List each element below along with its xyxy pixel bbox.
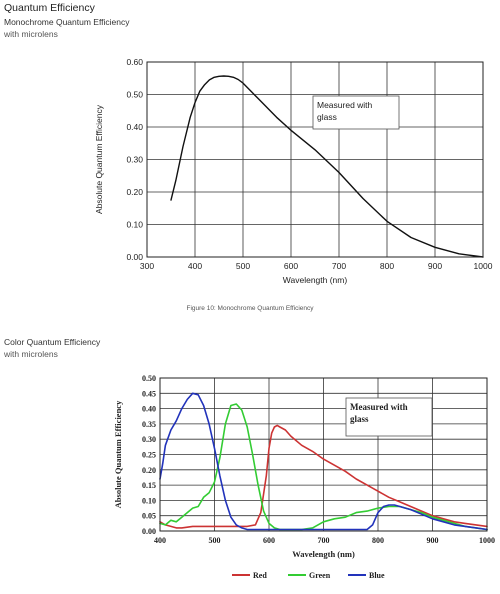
- x-tick-label: 300: [140, 261, 154, 271]
- mono-y-tick-labels: 0.00 0.10 0.20 0.30 0.40 0.50 0.60: [126, 57, 143, 262]
- y-tick-label: 0.20: [142, 466, 156, 475]
- x-tick-label: 600: [284, 261, 298, 271]
- y-tick-label: 0.60: [126, 57, 143, 67]
- legend-label-green: Green: [309, 571, 331, 580]
- mono-plot-frame: [146, 61, 484, 258]
- mono-grid: [146, 61, 484, 258]
- y-tick-label: 0.40: [142, 405, 156, 414]
- series-line-red: [159, 424, 488, 529]
- legend-label-blue: Blue: [369, 571, 385, 580]
- y-tick-label: 0.10: [142, 496, 156, 505]
- annotation-text: glass: [317, 112, 337, 122]
- color-qe-chart: 400 500 600 700 800 900 1000 0.000.050.100.150…: [113, 374, 495, 580]
- y-tick-label: 0.15: [142, 481, 156, 490]
- y-tick-label: 0.25: [142, 451, 156, 460]
- mono-chart-title: Monochrome Quantum Efficiency: [4, 17, 130, 27]
- mono-y-axis-label: Absolute Quantum Efficiency: [94, 104, 104, 214]
- section-title: Quantum Efficiency: [4, 2, 95, 14]
- color-annotation: Measured with glass: [345, 397, 433, 437]
- annotation-text: glass: [350, 414, 369, 424]
- y-tick-label: 0.30: [126, 155, 143, 165]
- annotation-text: Measured with: [317, 100, 373, 110]
- y-tick-label: 0.20: [126, 187, 143, 197]
- y-tick-label: 0.30: [142, 435, 156, 444]
- y-tick-label: 0.10: [126, 220, 143, 230]
- color-x-axis-label: Wavelength (nm): [292, 549, 355, 559]
- mono-x-tick-labels: 300 400 500 600 700 800 900 1000: [140, 261, 493, 271]
- y-tick-label: 0.00: [126, 252, 143, 262]
- x-tick-label: 800: [372, 536, 384, 545]
- x-tick-label: 600: [263, 536, 275, 545]
- color-x-tick-labels: 400 500 600 700 800 900 1000: [154, 536, 495, 545]
- annotation-box: [312, 95, 400, 130]
- y-tick-label: 0.05: [142, 512, 156, 521]
- color-plot-frame: [159, 377, 488, 532]
- mono-chart-subtitle: with microlens: [4, 29, 58, 39]
- x-tick-label: 700: [332, 261, 346, 271]
- x-tick-label: 500: [209, 536, 221, 545]
- mono-series: [170, 75, 484, 258]
- legend-label-red: Red: [253, 571, 267, 580]
- x-tick-label: 900: [427, 536, 439, 545]
- color-grid: [159, 377, 488, 532]
- y-tick-label: 0.40: [126, 122, 143, 132]
- mono-figure-caption: Figure 10: Monochrome Quantum Efficiency: [186, 305, 314, 312]
- color-chart-subtitle: with microlens: [4, 349, 58, 359]
- x-tick-label: 1000: [474, 261, 493, 271]
- y-tick-label: 0.00: [142, 527, 156, 536]
- annotation-box: [345, 397, 433, 437]
- x-tick-label: 700: [318, 536, 330, 545]
- x-tick-label: 800: [380, 261, 394, 271]
- x-tick-label: 400: [154, 536, 166, 545]
- color-chart-title: Color Quantum Efficiency: [4, 337, 101, 347]
- x-tick-label: 1000: [479, 536, 495, 545]
- y-tick-label: 0.45: [142, 389, 156, 398]
- mono-x-axis-label: Wavelength (nm): [283, 275, 348, 285]
- series-line-blue: [159, 392, 488, 531]
- color-y-axis-label: Absolute Quantum Efficiency: [113, 400, 123, 508]
- color-legend: Red Green Blue: [232, 571, 385, 580]
- annotation-text: Measured with: [350, 402, 408, 412]
- color-series: [159, 392, 488, 531]
- x-tick-label: 400: [188, 261, 202, 271]
- mono-qe-chart: 300 400 500 600 700 800 900 1000 0.000.100.200.…: [94, 57, 493, 285]
- x-tick-label: 500: [236, 261, 250, 271]
- color-y-tick-labels: 0.00 0.05 0.10 0.15 0.20 0.25 0.30 0.35 0.40 0.45…: [142, 374, 156, 536]
- y-tick-label: 0.35: [142, 420, 156, 429]
- y-tick-label: 0.50: [142, 374, 156, 383]
- y-tick-label: 0.50: [126, 90, 143, 100]
- mono-annotation: Measured with glass: [312, 95, 400, 130]
- x-tick-label: 900: [428, 261, 442, 271]
- series-line-qe: [170, 75, 484, 258]
